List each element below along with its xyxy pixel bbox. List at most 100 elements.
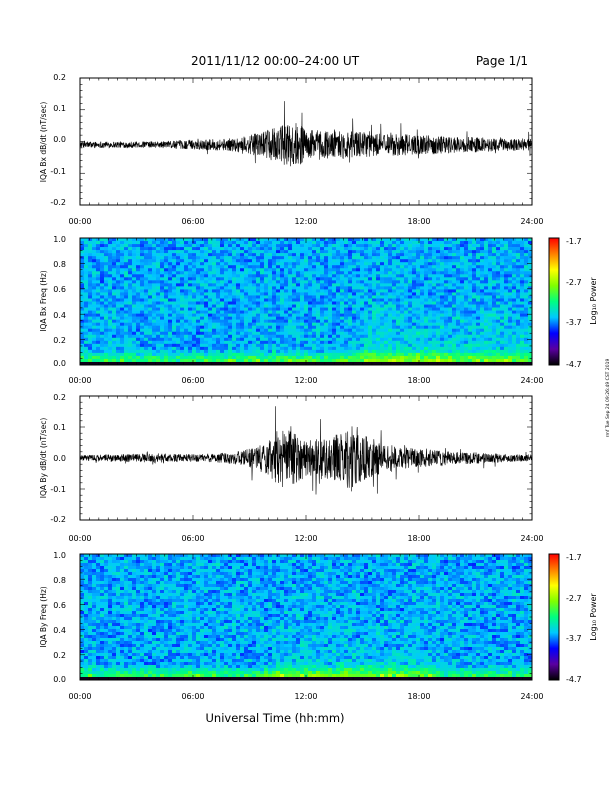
spectrogram-cell (388, 352, 393, 357)
spectrogram-cell (324, 280, 329, 284)
spectrogram-cell (344, 334, 349, 339)
spectrogram-cell (452, 331, 457, 336)
spectrogram-cell (164, 346, 169, 351)
spectrogram-cell (412, 268, 417, 272)
spectrogram-cell (268, 349, 273, 354)
spectrogram-cell (92, 361, 97, 366)
spectrogram-cell (488, 331, 493, 336)
spectrogram-cell (440, 319, 445, 323)
spectrogram-cell (456, 253, 461, 257)
spectrogram-cell (184, 307, 189, 311)
spectrogram-cell (472, 280, 477, 284)
spectrogram-cell (432, 298, 437, 302)
spectrogram-cell (480, 295, 485, 299)
spectrogram-cell (88, 346, 93, 351)
spectrogram-cell (472, 343, 477, 348)
spectrogram-cell (364, 259, 369, 263)
spectrogram-cell (340, 265, 345, 269)
spectrogram-cell (500, 292, 505, 296)
spectrogram-cell (280, 331, 285, 336)
spectrogram-cell (168, 325, 173, 330)
spectrogram-cell (504, 280, 509, 284)
spectrogram-cell (472, 292, 477, 296)
spectrogram-cell (308, 277, 313, 281)
spectrogram-cell (128, 286, 133, 290)
spectrogram-cell (176, 346, 181, 351)
spectrogram-cell (172, 292, 177, 296)
spectrogram-cell (476, 337, 481, 342)
spectrogram-cell (396, 292, 401, 296)
spectrogram-cell (484, 292, 489, 296)
spectrogram-cell (272, 328, 277, 333)
spectrogram-cell (216, 316, 221, 320)
spectrogram-cell (136, 289, 141, 293)
spectrogram-cell (172, 250, 177, 254)
spectrogram-cell (136, 349, 141, 354)
spectrogram-cell (352, 268, 357, 272)
spectrogram-cell (256, 250, 261, 254)
spectrogram-cell (376, 265, 381, 269)
spectrogram-cell (180, 310, 185, 314)
spectrogram-cell (164, 292, 169, 296)
spectrogram-cell (128, 352, 133, 357)
spectrogram-cell (436, 358, 441, 363)
spectrogram-cell (100, 271, 105, 275)
spectrogram-cell (312, 307, 317, 311)
spectrogram-cell (108, 358, 113, 363)
spectrogram-cell (240, 328, 245, 333)
spectrogram-cell (196, 259, 201, 263)
spectrogram-cell (436, 277, 441, 281)
spectrogram-cell (136, 253, 141, 257)
spectrogram-cell (412, 286, 417, 290)
spectrogram-cell (240, 286, 245, 290)
spectrogram-cell (228, 259, 233, 263)
spectrogram-cell (308, 322, 313, 326)
spectrogram-cell (124, 325, 129, 330)
spectrogram-cell (188, 262, 193, 266)
spectrogram-cell (236, 310, 241, 314)
spectrogram-cell (432, 238, 437, 242)
spectrogram-cell (280, 310, 285, 314)
spectrogram-cell (276, 280, 281, 284)
spectrogram-cell (252, 352, 257, 357)
spectrogram-cell (252, 253, 257, 257)
spectrogram-cell (340, 283, 345, 287)
spectrogram-cell (404, 319, 409, 323)
spectrogram-cell (84, 241, 89, 245)
spectrogram-cell (516, 349, 521, 354)
spectrogram-cell (344, 250, 349, 254)
spectrogram-cell (400, 271, 405, 275)
spectrogram-cell (88, 253, 93, 257)
spectrogram-cell (500, 331, 505, 336)
spectrogram-cell (232, 340, 237, 345)
spectrogram-cell (124, 250, 129, 254)
spectrogram-cell (456, 301, 461, 305)
spectrogram-cell (488, 277, 493, 281)
spectrogram-cell (480, 247, 485, 251)
spectrogram-cell (396, 271, 401, 275)
spectrogram-cell (316, 256, 321, 260)
spectrogram-cell (452, 280, 457, 284)
spectrogram-cell (340, 319, 345, 323)
spectrogram-cell (276, 361, 281, 366)
spectrogram-cell (92, 349, 97, 354)
spectrogram-cell (188, 289, 193, 293)
spectrogram-cell (412, 289, 417, 293)
spectrogram-cell (276, 334, 281, 339)
spectrogram-cell (496, 277, 501, 281)
spectrogram-cell (420, 286, 425, 290)
spectrogram-cell (204, 325, 209, 330)
spectrogram-cell (112, 355, 117, 360)
spectrogram-cell (104, 295, 109, 299)
spectrogram-cell (288, 280, 293, 284)
spectrogram-cell (328, 349, 333, 354)
spectrogram-cell (224, 289, 229, 293)
spectrogram-cell (272, 313, 277, 317)
spectrogram-cell (300, 247, 305, 251)
spectrogram-cell (340, 307, 345, 311)
spectrogram-cell (468, 283, 473, 287)
spectrogram-cell (220, 313, 225, 317)
spectrogram-cell (112, 259, 117, 263)
spectrogram-cell (380, 253, 385, 257)
spectrogram-cell (428, 328, 433, 333)
